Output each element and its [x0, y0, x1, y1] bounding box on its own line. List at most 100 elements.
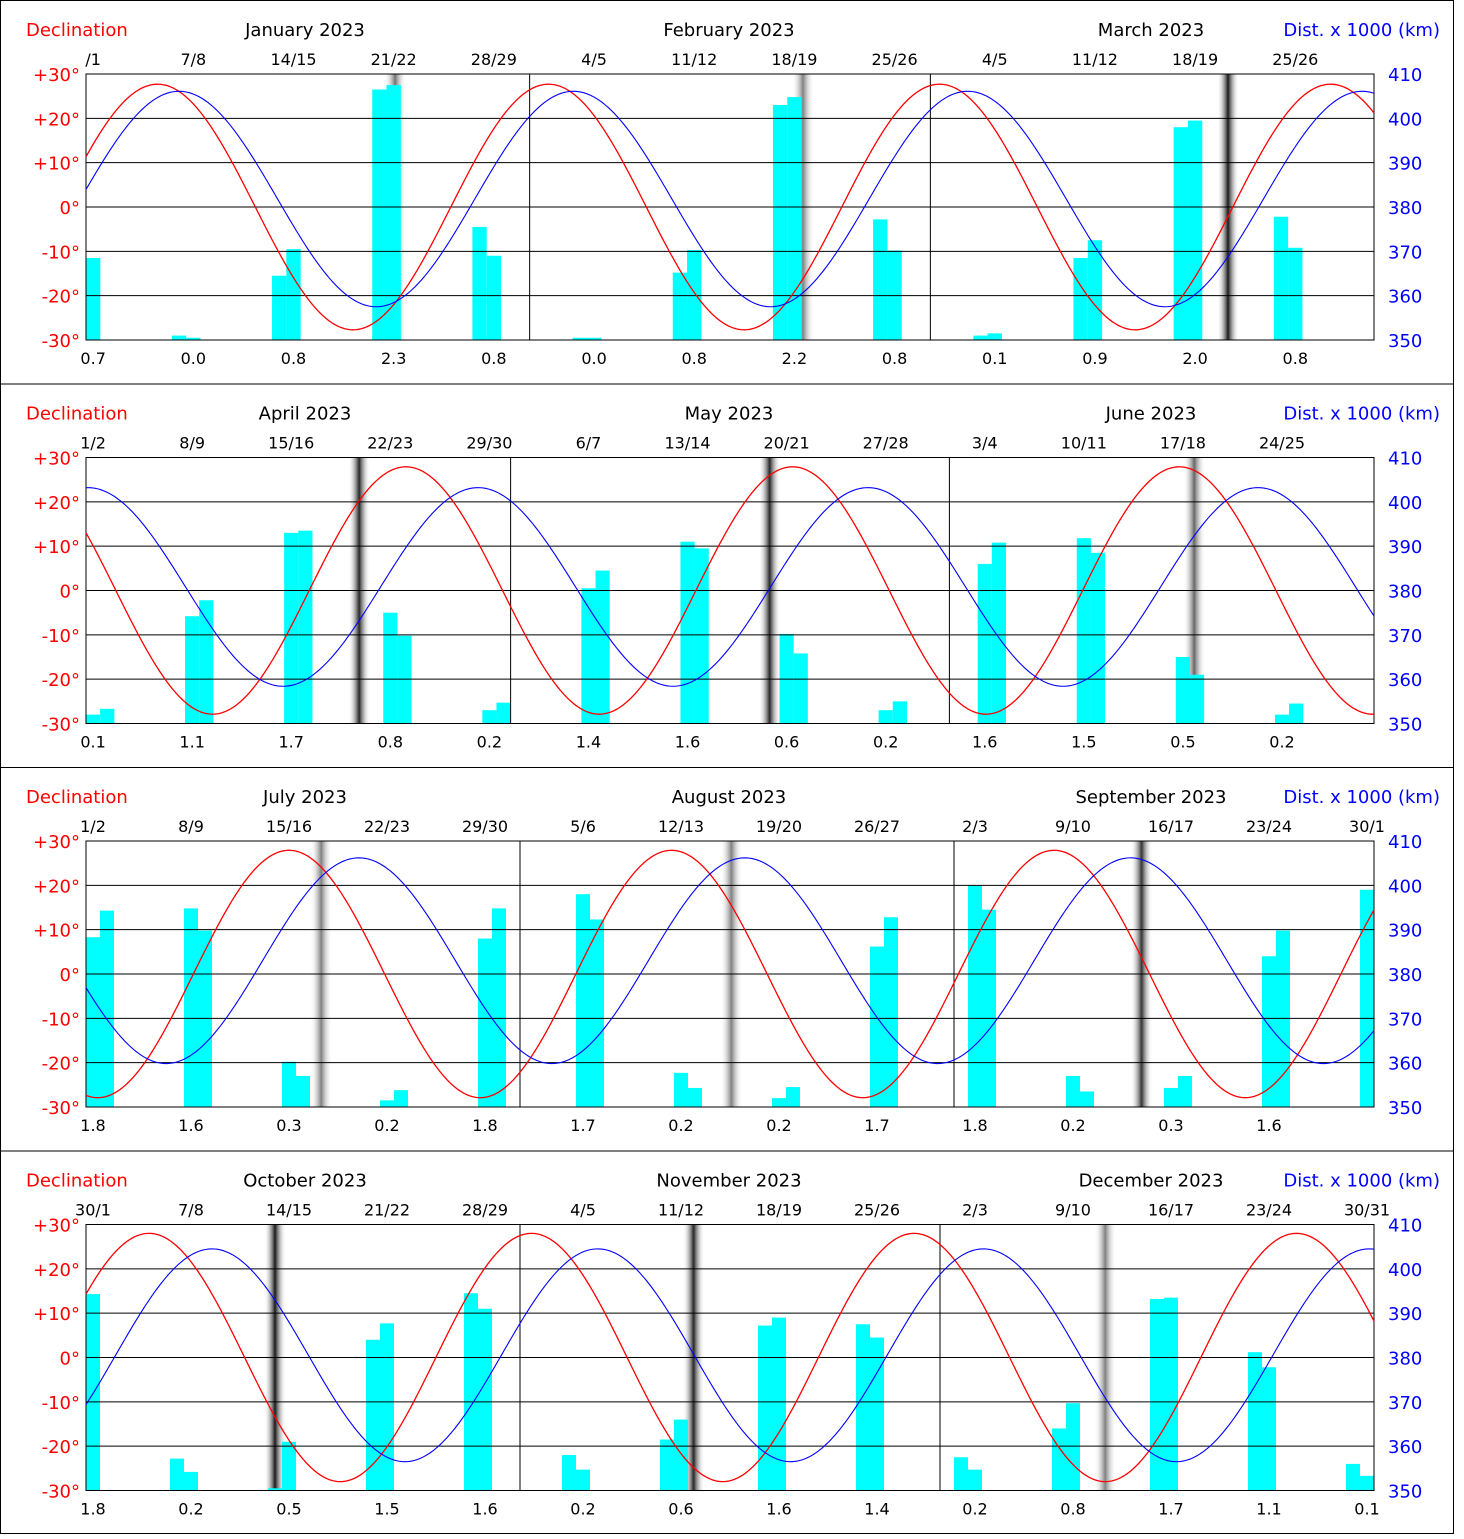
date-label: 22/23 — [367, 434, 413, 453]
tide-bar — [688, 1087, 702, 1107]
tide-range-label: 0.8 — [1060, 1500, 1085, 1519]
month-title: November 2023 — [656, 1171, 801, 1192]
left-tick-label: -10° — [42, 626, 80, 647]
tide-bar — [1360, 1475, 1374, 1491]
tide-range-label: 2.2 — [782, 349, 807, 368]
left-tick-label: +10° — [33, 154, 80, 175]
tide-bar — [1164, 1087, 1178, 1107]
tide-range-label: 0.3 — [276, 1116, 301, 1135]
date-label: 18/19 — [756, 1201, 802, 1220]
tide-bar — [1073, 257, 1088, 340]
right-tick-label: 380 — [1388, 965, 1422, 986]
left-tick-label: -10° — [42, 1393, 80, 1414]
tide-bar — [991, 542, 1006, 724]
tide-range-label: 1.8 — [962, 1116, 987, 1135]
left-tick-label: -20° — [42, 1437, 80, 1458]
date-label: 26/27 — [854, 817, 900, 836]
date-label: 5/6 — [570, 817, 596, 836]
date-label: 29/30 — [466, 434, 512, 453]
tide-bar — [186, 337, 201, 340]
tide-range-label: 1.8 — [472, 1116, 497, 1135]
tide-range-label: 1.4 — [576, 733, 601, 752]
month-title: March 2023 — [1098, 20, 1204, 41]
date-label: 19/20 — [756, 817, 802, 836]
tide-range-label: 2.0 — [1182, 349, 1207, 368]
date-label: 28/29 — [471, 50, 517, 69]
tide-bar — [386, 85, 401, 340]
date-label: 29/30 — [462, 817, 508, 836]
right-tick-label: 400 — [1388, 876, 1422, 897]
tide-bar — [170, 1458, 184, 1491]
date-label: 16/17 — [1148, 1201, 1194, 1220]
date-label: 23/24 — [1246, 817, 1292, 836]
right-tick-label: 360 — [1388, 287, 1422, 308]
tide-bar — [968, 1469, 982, 1491]
month-title: September 2023 — [1075, 787, 1226, 808]
left-tick-label: +20° — [33, 876, 80, 897]
tide-bar — [576, 1469, 590, 1491]
date-label: 8/9 — [178, 817, 204, 836]
tide-bar — [282, 1061, 296, 1107]
right-tick-label: 390 — [1388, 154, 1422, 175]
tide-bar — [772, 105, 788, 341]
tide-range-label: 1.7 — [1158, 1500, 1183, 1519]
left-tick-label: 0° — [60, 1349, 80, 1370]
tide-bar — [572, 337, 587, 340]
left-tick-label: +30° — [33, 65, 80, 86]
date-label: 4/5 — [581, 50, 607, 69]
right-tick-label: 360 — [1388, 670, 1422, 691]
date-label: 7/8 — [180, 50, 206, 69]
date-label: 30/1 — [75, 1201, 111, 1220]
tide-bar — [954, 1457, 968, 1491]
tide-bar — [1173, 127, 1188, 340]
tide-bar — [1164, 1297, 1178, 1491]
tide-range-label: 0.8 — [378, 733, 403, 752]
date-label: 9/10 — [1055, 817, 1091, 836]
tide-bar — [1150, 1298, 1164, 1491]
left-tick-label: -20° — [42, 670, 80, 691]
tide-range-label: 1.8 — [80, 1116, 105, 1135]
tide-range-label: 1.4 — [864, 1500, 889, 1519]
declination-curve — [85, 466, 1375, 715]
left-tick-label: -10° — [42, 242, 80, 263]
plot-frame — [85, 1224, 1375, 1491]
left-axis-title: Declination — [26, 1171, 128, 1192]
date-label: 12/13 — [658, 817, 704, 836]
date-label: 1/2 — [80, 817, 106, 836]
tide-bar — [884, 917, 898, 1107]
tide-bar — [1190, 674, 1205, 724]
date-label: 15/16 — [266, 817, 312, 836]
left-tick-label: +20° — [33, 1260, 80, 1281]
tide-range-label: 0.2 — [766, 1116, 791, 1135]
tide-range-label: 0.2 — [570, 1500, 595, 1519]
tide-bar — [694, 548, 709, 724]
tide-bar — [1066, 1403, 1080, 1491]
right-tick-label: 400 — [1388, 1260, 1422, 1281]
date-label: 14/15 — [266, 1201, 312, 1220]
right-tick-label: 410 — [1388, 832, 1422, 853]
tide-bar — [772, 1317, 786, 1491]
declination-curve — [85, 1232, 1375, 1483]
date-label: 17/18 — [1160, 434, 1206, 453]
distance-curve — [85, 487, 1375, 687]
chart-panel: Declination Dist. x 1000 (km) April 2023 Ma… — [0, 383, 1454, 752]
plot-frame — [85, 840, 1375, 1108]
tide-bar — [968, 885, 982, 1107]
date-label: 9/10 — [1055, 1201, 1091, 1220]
date-label: 30/31 — [1344, 1201, 1390, 1220]
tide-range-label: 2.3 — [381, 349, 406, 368]
distance-curve — [85, 90, 1375, 308]
tide-bar — [977, 563, 992, 724]
date-label: 6/7 — [576, 434, 602, 453]
tide-bar — [478, 938, 492, 1107]
date-label: 18/19 — [771, 50, 817, 69]
tide-bar — [282, 1441, 296, 1491]
tide-bar — [982, 909, 996, 1107]
left-tick-label: +30° — [33, 832, 80, 853]
tide-range-label: 0.3 — [1158, 1116, 1183, 1135]
tide-bar — [1187, 120, 1203, 340]
tide-range-label: 0.2 — [1060, 1116, 1085, 1135]
left-tick-label: -30° — [42, 331, 80, 352]
left-tick-label: +10° — [33, 1304, 80, 1325]
